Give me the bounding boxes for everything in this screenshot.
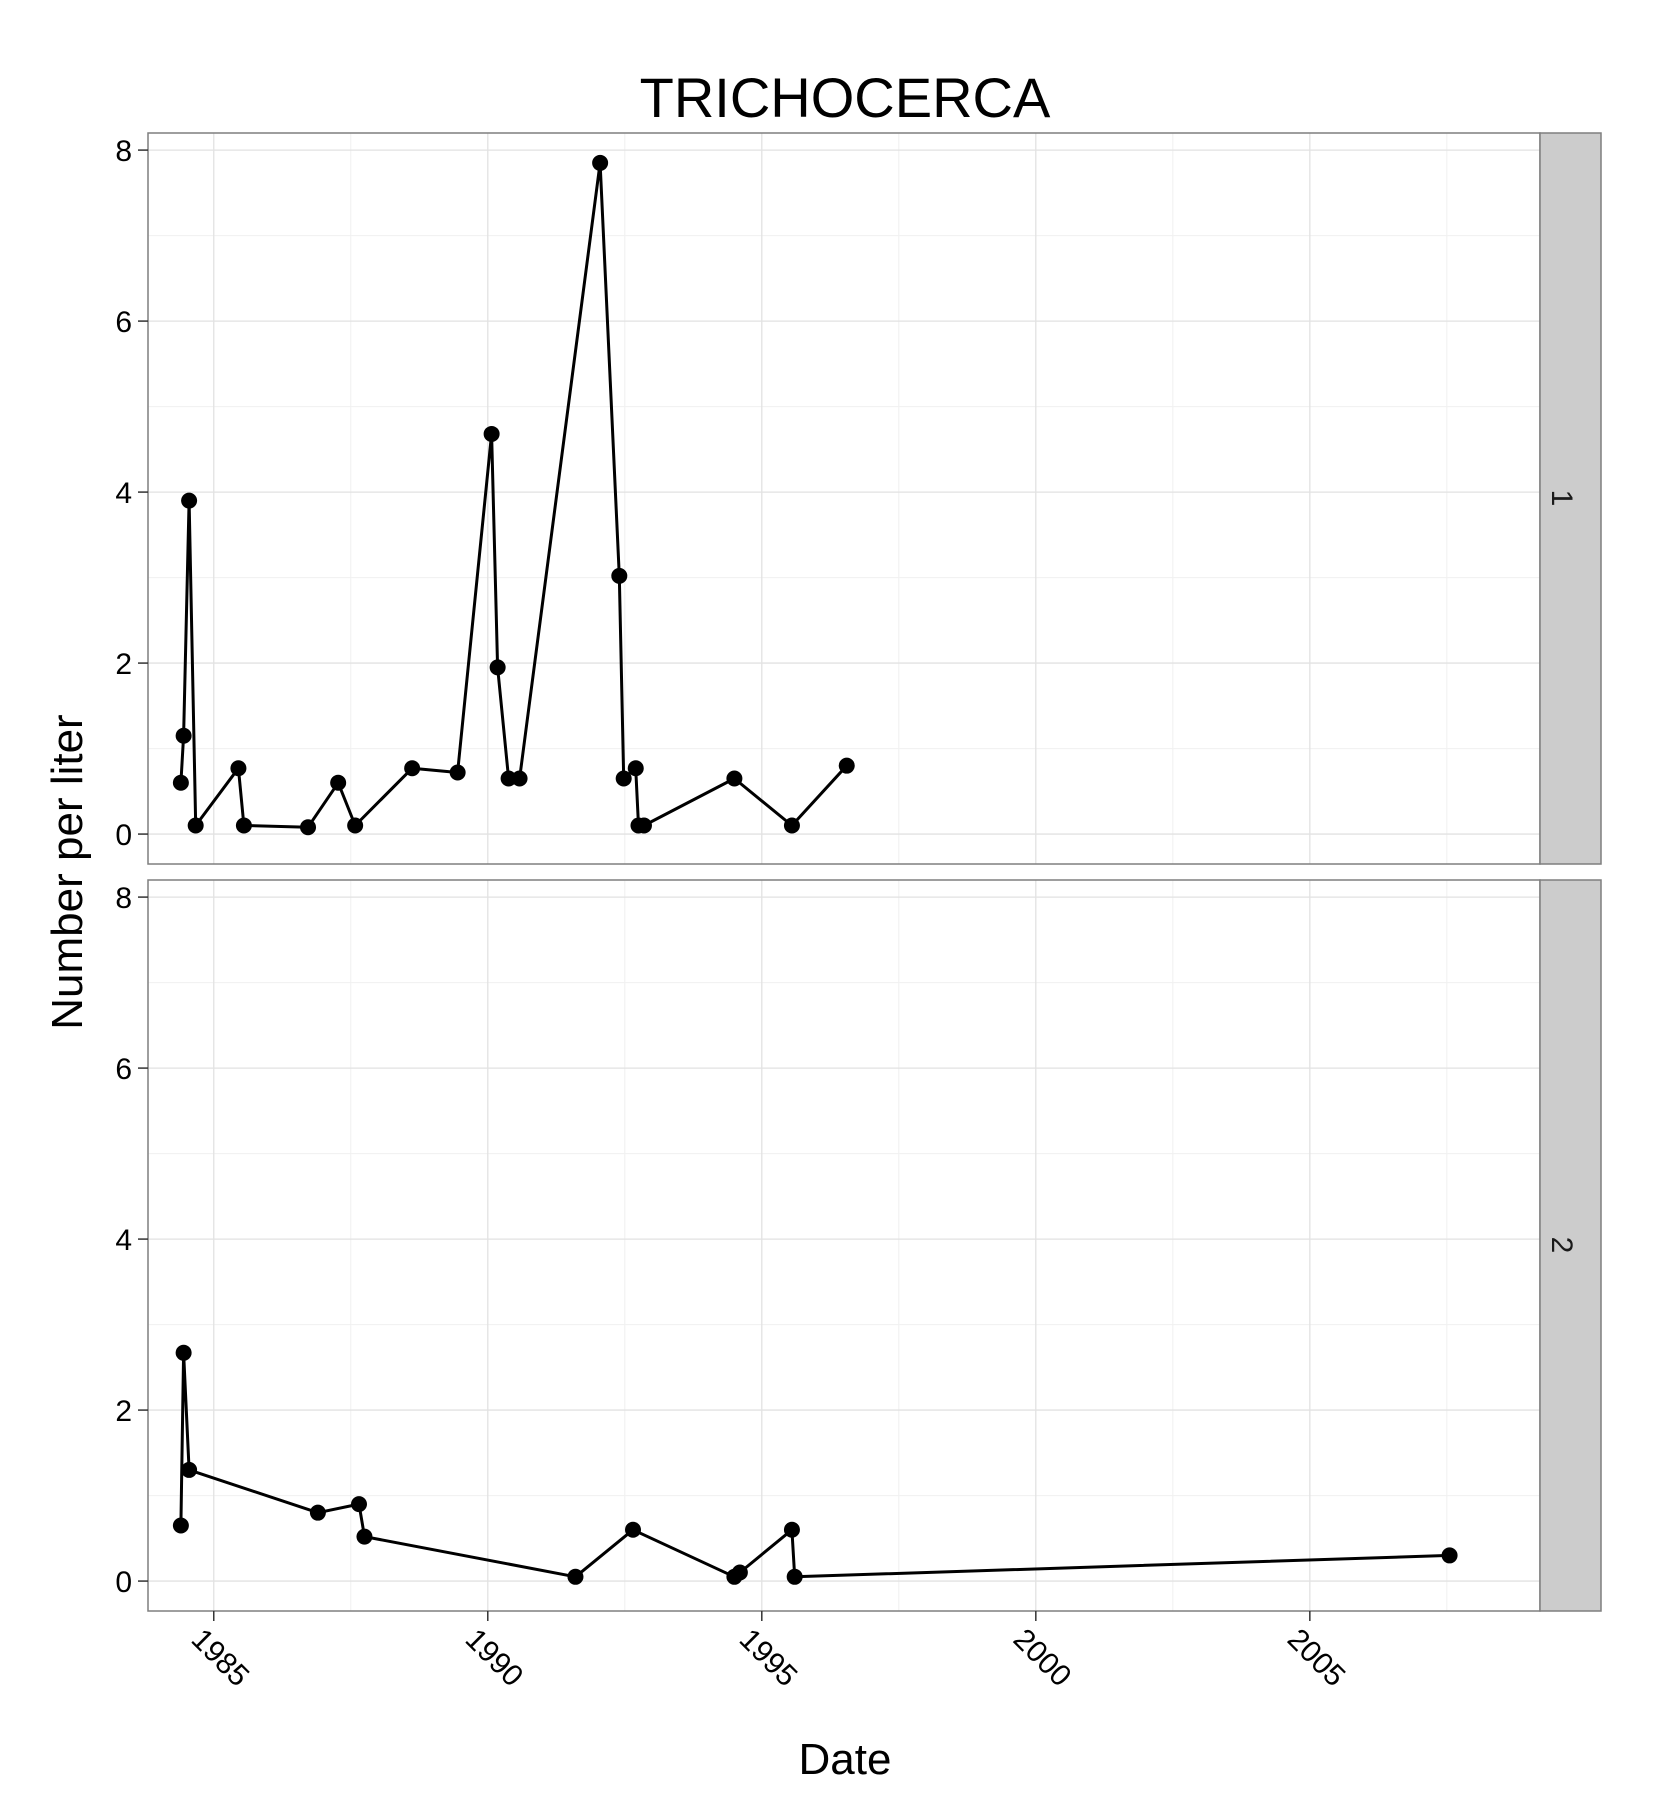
y-tick-label: 8: [115, 135, 132, 168]
y-tick-label: 6: [115, 306, 132, 339]
data-point: [175, 727, 192, 744]
data-point: [783, 817, 800, 834]
data-point: [511, 770, 528, 787]
data-point: [1441, 1547, 1458, 1564]
y-axis-title: Number per liter: [43, 714, 92, 1029]
data-point: [330, 774, 347, 791]
data-point: [500, 770, 517, 787]
data-point: [172, 1517, 189, 1534]
y-tick-label: 2: [115, 1395, 132, 1428]
y-tick-label: 8: [115, 882, 132, 915]
panel-1-background: [148, 133, 1540, 864]
y-tick-label: 4: [115, 477, 132, 510]
data-point: [347, 817, 364, 834]
panel-1-series: [172, 154, 855, 836]
data-point: [230, 760, 247, 777]
facet-panel-2: 2 0 2 4 6 8: [115, 879, 1602, 1612]
x-axis-title: Date: [799, 1735, 892, 1784]
data-point: [567, 1568, 584, 1585]
panel-1-strip: [1539, 132, 1602, 865]
data-point: [300, 819, 317, 836]
panel-2-y-axis: 0 2 4 6 8: [115, 882, 148, 1599]
data-point: [786, 1568, 803, 1585]
panel-2-strip-label: 2: [1545, 1237, 1578, 1254]
data-point: [350, 1496, 367, 1513]
y-tick-label: 0: [115, 1566, 132, 1599]
data-point: [635, 817, 652, 834]
data-point: [731, 1564, 748, 1581]
panel-2-strip: [1539, 879, 1602, 1612]
panel-1-gridlines: [148, 133, 1540, 864]
data-point: [615, 770, 632, 787]
data-point: [783, 1521, 800, 1538]
y-tick-label: 2: [115, 648, 132, 681]
data-point: [235, 817, 252, 834]
data-point: [838, 757, 855, 774]
data-point: [175, 1344, 192, 1361]
facet-panel-1: 1 0 2 4 6 8: [115, 132, 1602, 865]
data-point: [625, 1521, 642, 1538]
data-point: [404, 760, 421, 777]
panel-2-gridlines: [148, 880, 1540, 1611]
data-point: [187, 817, 204, 834]
data-point: [627, 760, 644, 777]
data-point: [172, 774, 189, 791]
panel-2-background: [148, 880, 1540, 1611]
y-tick-label: 4: [115, 1224, 132, 1257]
data-point: [181, 492, 198, 509]
data-point: [449, 764, 466, 781]
y-tick-label: 0: [115, 819, 132, 852]
data-point: [181, 1461, 198, 1478]
y-tick-label: 6: [115, 1053, 132, 1086]
panel-2-series: [172, 1344, 1458, 1585]
chart-title: TRICHOCERCA: [640, 66, 1051, 129]
data-point: [489, 659, 506, 676]
panel-1-strip-label: 1: [1545, 490, 1578, 507]
data-point: [309, 1504, 326, 1521]
data-point: [611, 567, 628, 584]
data-point: [356, 1528, 373, 1545]
data-point: [483, 425, 500, 442]
panel-1-y-axis: 0 2 4 6 8: [115, 135, 148, 852]
data-point: [592, 154, 609, 171]
data-point: [726, 770, 743, 787]
